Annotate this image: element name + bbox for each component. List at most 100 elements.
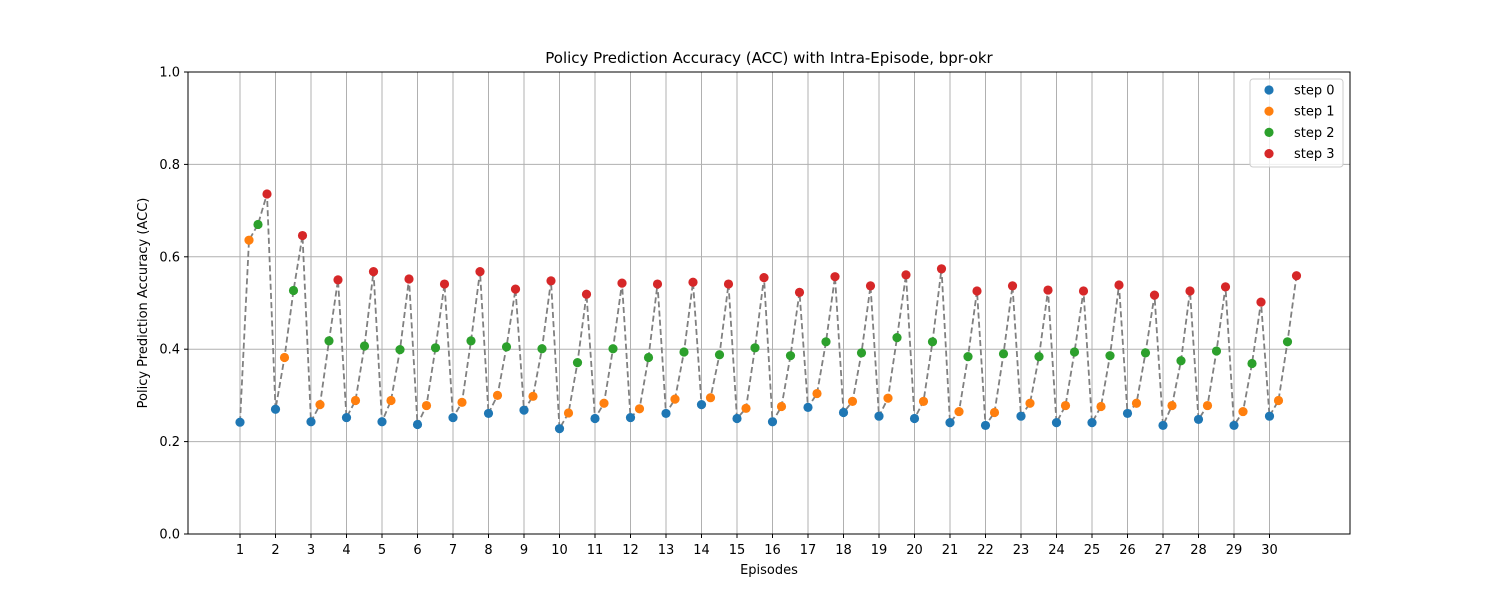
data-point-step-2 (643, 352, 654, 363)
x-tick-label: 24 (1048, 543, 1065, 558)
x-tick-label: 12 (622, 543, 639, 558)
x-tick-label: 3 (307, 543, 315, 558)
legend-label-step-1: step 1 (1294, 105, 1335, 120)
data-point-step-1 (776, 401, 787, 412)
data-point-step-2 (359, 341, 370, 351)
data-point-step-2 (679, 347, 689, 357)
data-point-step-0 (1087, 418, 1097, 428)
data-point-step-3 (475, 266, 485, 277)
data-point-step-3 (1043, 285, 1053, 295)
x-tick-label: 6 (413, 543, 421, 558)
x-tick-label: 16 (764, 543, 781, 558)
data-point-step-3 (1114, 280, 1124, 290)
x-tick-label: 22 (977, 543, 994, 558)
x-tick-label: 30 (1261, 543, 1278, 558)
data-point-step-0 (1016, 411, 1026, 421)
data-point-step-2 (963, 351, 973, 362)
data-point-step-1 (563, 408, 574, 418)
data-point-step-0 (661, 408, 671, 419)
data-point-step-3 (333, 275, 343, 285)
data-point-step-0 (554, 424, 565, 434)
data-point-step-1 (989, 407, 1000, 418)
data-point-step-1 (1167, 400, 1177, 411)
data-point-step-0 (945, 418, 955, 428)
y-tick-label: 0.0 (159, 528, 180, 543)
x-tick-label: 1 (236, 543, 244, 558)
data-point-step-2 (501, 342, 512, 352)
data-point-step-2 (856, 348, 867, 358)
x-tick-label: 8 (484, 543, 492, 558)
data-point-step-2 (1069, 347, 1080, 357)
data-point-step-1 (528, 391, 538, 401)
data-point-step-3 (1185, 286, 1195, 296)
x-tick-label: 28 (1190, 543, 1207, 558)
data-point-step-2 (1211, 346, 1222, 356)
legend-frame (1249, 78, 1344, 168)
data-point-step-1 (954, 406, 964, 417)
data-point-step-2 (1282, 337, 1293, 347)
x-tick-label: 4 (342, 543, 350, 558)
data-point-step-0 (1193, 414, 1204, 425)
y-tick-label: 0.4 (159, 343, 180, 358)
data-point-step-1 (1131, 398, 1142, 408)
data-point-step-1 (492, 390, 503, 400)
data-point-step-2 (608, 344, 618, 354)
x-tick-label: 18 (835, 543, 852, 558)
chart-title: Policy Prediction Accuracy (ACC) with In… (545, 49, 993, 67)
grid-layer (188, 71, 1350, 535)
data-point-step-2 (750, 343, 760, 353)
x-tick-label: 11 (587, 543, 604, 558)
data-point-step-1 (386, 395, 396, 406)
data-point-step-0 (838, 407, 849, 418)
data-point-step-1 (421, 400, 432, 411)
data-point-step-2 (1140, 348, 1151, 358)
data-point-step-0 (341, 412, 352, 423)
data-point-step-3 (368, 266, 379, 277)
data-point-step-2 (785, 351, 796, 361)
x-tick-label: 7 (449, 543, 457, 558)
tick-layer: 0.00.20.40.60.81.01 2 3 4 5 6 7 8 9 10 11 12 13 14 15 1… (159, 66, 1277, 559)
data-point-step-0 (483, 408, 494, 419)
x-tick-label: 14 (693, 543, 710, 558)
data-point-step-3 (723, 279, 734, 289)
data-point-step-3 (1256, 297, 1266, 307)
data-point-step-0 (235, 417, 245, 427)
data-point-step-3 (901, 270, 911, 280)
data-point-step-0 (874, 411, 884, 421)
data-point-step-3 (830, 272, 840, 282)
data-point-step-0 (448, 412, 458, 423)
legend-label-step-2: step 2 (1294, 126, 1335, 141)
data-point-step-2 (572, 357, 583, 368)
data-point-step-1 (1202, 400, 1213, 411)
data-point-step-3 (759, 272, 769, 283)
data-point-step-2 (998, 349, 1009, 359)
y-tick-label: 0.8 (159, 158, 180, 173)
data-point-step-0 (625, 412, 636, 423)
plot-frame (187, 71, 1351, 535)
data-point-step-0 (803, 402, 813, 413)
data-point-step-3 (1149, 290, 1160, 300)
data-point-step-0 (732, 413, 742, 424)
y-tick-label: 0.2 (159, 435, 180, 450)
data-point-layer (235, 189, 1302, 434)
data-point-step-2 (288, 285, 299, 296)
data-point-step-0 (767, 417, 778, 427)
data-point-step-3 (1220, 282, 1231, 292)
data-point-step-1 (741, 403, 751, 413)
data-point-step-1 (1238, 406, 1248, 417)
x-tick-label: 26 (1119, 543, 1136, 558)
x-axis-label: Episodes (740, 563, 798, 578)
data-point-step-2 (430, 343, 441, 353)
legend-marker-step-3 (1264, 149, 1274, 159)
data-point-step-1 (1060, 400, 1071, 411)
data-point-step-3 (688, 277, 698, 287)
x-tick-label: 10 (551, 543, 568, 558)
x-tick-label: 5 (378, 543, 386, 558)
x-tick-label: 29 (1226, 543, 1243, 558)
y-tick-label: 0.6 (159, 250, 180, 265)
data-point-step-2 (324, 336, 334, 346)
y-tick-label: 1.0 (159, 66, 180, 81)
connector-line-layer (239, 193, 1298, 432)
